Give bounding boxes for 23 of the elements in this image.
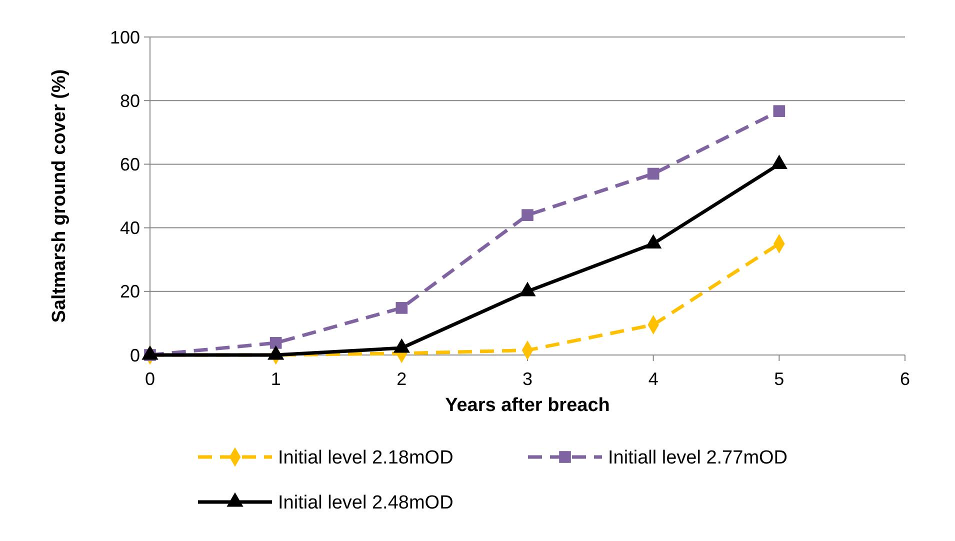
x-tick-label: 0	[144, 369, 156, 389]
y-tick-label: 100	[110, 27, 140, 48]
point	[270, 337, 282, 349]
point	[647, 168, 660, 180]
y-tick-label: 20	[120, 282, 140, 302]
y-tick-label: 0	[130, 345, 140, 366]
y-tick-label: 80	[120, 90, 140, 111]
x-tick-label: 2	[396, 369, 407, 389]
y-tick-label: 40	[120, 218, 140, 238]
y-tick-label: 60	[120, 154, 140, 174]
point	[396, 302, 408, 314]
x-axis-title: Years after breach	[445, 395, 610, 416]
point	[773, 105, 786, 118]
x-tick-label: 3	[522, 369, 533, 389]
legend-label: Initial level 2.48mOD	[278, 492, 454, 514]
legend-label: Initial level 2.18mOD	[278, 448, 454, 469]
x-tick-label: 5	[774, 369, 784, 389]
x-tick-label: 4	[648, 369, 658, 389]
x-tick-label: 6	[900, 369, 910, 389]
x-tick-label: 1	[270, 369, 281, 389]
y-axis-title: Saltmarsh ground cover (%)	[49, 69, 70, 323]
point	[522, 209, 534, 221]
legend-label: Initiall level 2.77mOD	[608, 448, 788, 469]
